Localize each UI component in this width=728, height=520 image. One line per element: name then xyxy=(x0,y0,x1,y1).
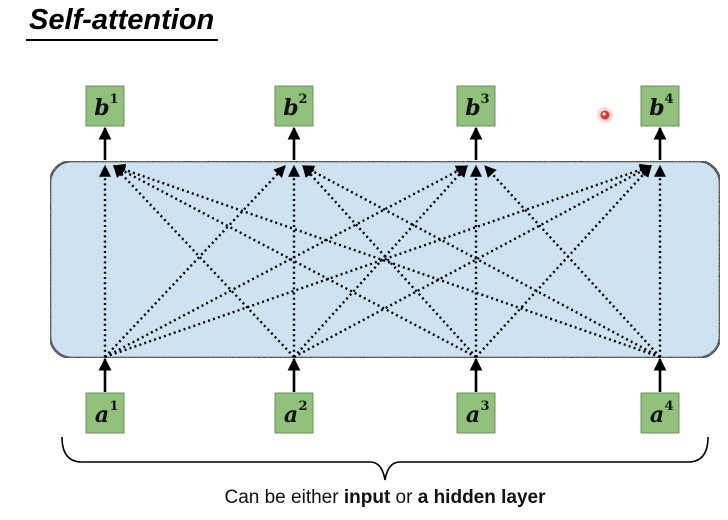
output-box-1 xyxy=(85,85,125,127)
output-variable-4: b xyxy=(649,95,664,121)
curly-brace xyxy=(61,436,709,481)
caption-term-input: input xyxy=(343,487,391,508)
caption: Can be either input or a hidden layer xyxy=(0,487,728,509)
caption-term-hidden-layer: a hidden layer xyxy=(417,487,546,508)
output-box-4 xyxy=(640,85,680,127)
output-variable-3: b xyxy=(465,95,480,121)
output-box-3 xyxy=(456,85,496,127)
output-superscript-1: 1 xyxy=(109,92,118,107)
output-variable-1: b xyxy=(94,95,109,121)
laser-pointer xyxy=(597,107,613,123)
input-output-arrows xyxy=(98,126,667,392)
attention-line-1-to-3 xyxy=(104,164,469,359)
attention-line-3-to-4 xyxy=(475,165,652,358)
output-box-2 xyxy=(274,85,314,127)
input-variable-3: a xyxy=(466,402,480,428)
input-box-2 xyxy=(274,392,314,434)
attention-line-3-to-1 xyxy=(112,164,477,359)
caption-prefix: Can be either xyxy=(224,487,344,508)
attention-line-3-to-2 xyxy=(302,165,477,358)
input-variable-2: a xyxy=(284,402,298,428)
attention-line-2-to-3 xyxy=(293,165,468,358)
attention-connections xyxy=(99,163,666,359)
input-box-4 xyxy=(640,392,680,434)
output-superscript-2: 2 xyxy=(298,92,307,107)
output-superscript-4: 4 xyxy=(664,92,673,107)
attention-line-1-to-2 xyxy=(104,165,286,358)
input-superscript-3: 3 xyxy=(480,399,489,414)
attention-line-2-to-1 xyxy=(113,165,295,358)
output-variable-2: b xyxy=(283,95,298,121)
input-superscript-2: 2 xyxy=(298,399,307,414)
page-title: Self-attention xyxy=(29,4,215,36)
input-superscript-4: 4 xyxy=(664,399,673,414)
input-variable-1: a xyxy=(95,402,109,428)
output-superscript-3: 3 xyxy=(480,92,489,107)
title-underline xyxy=(26,39,218,41)
input-box-3 xyxy=(456,392,496,434)
input-box-1 xyxy=(85,392,125,434)
input-variable-4: a xyxy=(650,402,664,428)
input-superscript-1: 1 xyxy=(109,399,118,414)
attention-line-4-to-3 xyxy=(484,165,661,358)
caption-mid: or xyxy=(390,487,418,508)
